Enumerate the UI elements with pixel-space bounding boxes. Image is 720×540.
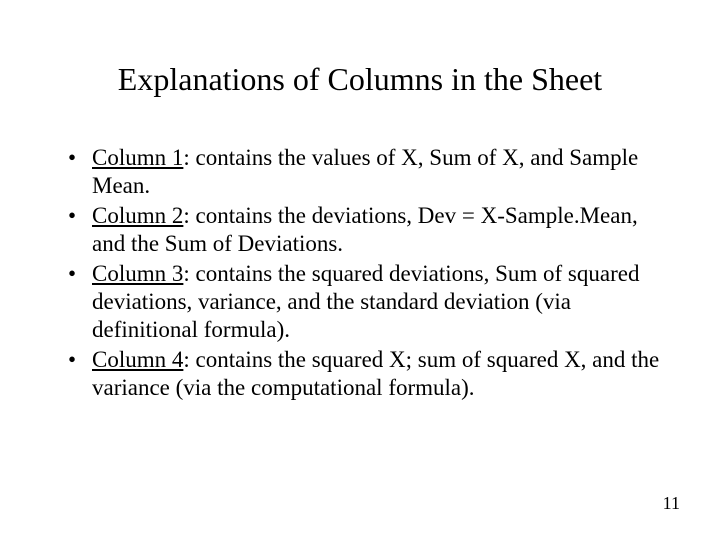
bullet-item: • Column 1: contains the values of X, Su…: [68, 144, 668, 200]
slide: Explanations of Columns in the Sheet • C…: [0, 0, 720, 540]
bullet-label: Column 2: [92, 203, 183, 228]
bullet-text: Column 2: contains the deviations, Dev =…: [92, 202, 668, 258]
bullet-text: Column 4: contains the squared X; sum of…: [92, 346, 668, 402]
slide-body: • Column 1: contains the values of X, Su…: [68, 144, 668, 404]
bullet-dot-icon: •: [68, 202, 92, 258]
bullet-item: • Column 3: contains the squared deviati…: [68, 260, 668, 344]
bullet-text: Column 1: contains the values of X, Sum …: [92, 144, 668, 200]
bullet-label: Column 3: [92, 261, 183, 286]
bullet-label: Column 1: [92, 145, 183, 170]
bullet-item: • Column 4: contains the squared X; sum …: [68, 346, 668, 402]
bullet-label: Column 4: [92, 347, 183, 372]
bullet-text: Column 3: contains the squared deviation…: [92, 260, 668, 344]
bullet-dot-icon: •: [68, 346, 92, 402]
bullet-dot-icon: •: [68, 260, 92, 344]
bullet-dot-icon: •: [68, 144, 92, 200]
slide-title: Explanations of Columns in the Sheet: [0, 62, 720, 97]
bullet-item: • Column 2: contains the deviations, Dev…: [68, 202, 668, 258]
page-number: 11: [663, 493, 680, 514]
